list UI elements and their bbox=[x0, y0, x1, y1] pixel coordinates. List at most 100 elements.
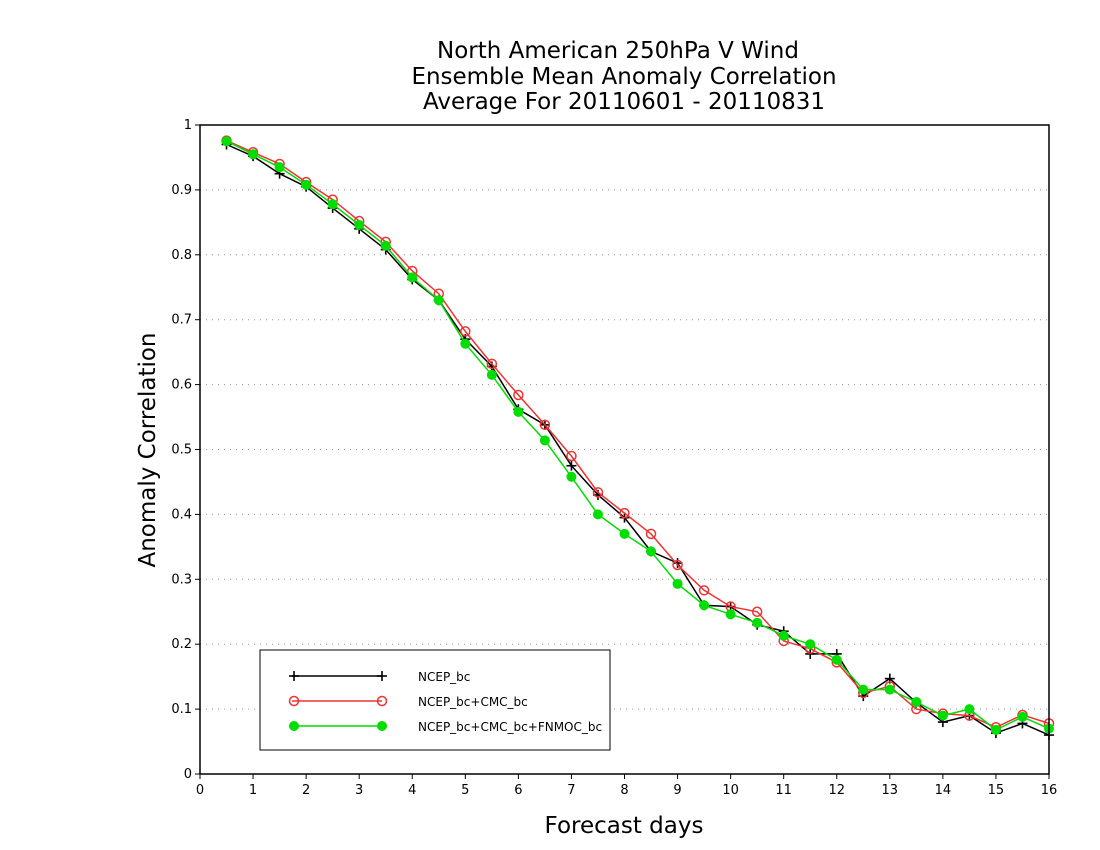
data-point bbox=[964, 704, 975, 715]
data-point bbox=[433, 295, 444, 306]
legend-marker bbox=[377, 721, 387, 731]
x-tick-label: 7 bbox=[567, 783, 575, 798]
data-point bbox=[221, 136, 232, 147]
legend-marker bbox=[377, 671, 387, 681]
x-tick-label: 5 bbox=[461, 783, 469, 798]
title-line-1: North American 250hPa V Wind bbox=[437, 38, 799, 64]
y-tick-label: 0.9 bbox=[171, 183, 192, 198]
data-point bbox=[486, 358, 498, 370]
series-3 bbox=[221, 136, 1054, 735]
data-point bbox=[751, 606, 763, 617]
data-point bbox=[831, 654, 842, 665]
x-axis-label: Forecast days bbox=[545, 813, 704, 839]
data-point bbox=[911, 696, 922, 707]
legend-box bbox=[259, 649, 611, 751]
legend-entry: NCEP_bc+CMC_bc+FNMOC_bc bbox=[289, 720, 602, 734]
x-tick-label: 1 bbox=[249, 783, 257, 798]
x-tick-label: 11 bbox=[775, 783, 792, 798]
data-point bbox=[672, 559, 683, 571]
y-axis-label: Anomaly Correlation bbox=[135, 332, 161, 567]
data-point bbox=[566, 450, 577, 462]
gridlines bbox=[200, 189, 1049, 710]
x-tick-label: 2 bbox=[302, 783, 310, 798]
data-point bbox=[937, 710, 948, 721]
data-point bbox=[460, 338, 471, 349]
data-point bbox=[539, 435, 550, 446]
y-tick-label: 0.7 bbox=[171, 313, 192, 328]
chart-title: North American 250hPa V Wind Ensemble Me… bbox=[411, 38, 836, 115]
x-tick-label: 8 bbox=[620, 783, 628, 798]
data-point bbox=[646, 546, 657, 557]
data-point bbox=[725, 609, 736, 620]
x-tick-label: 13 bbox=[882, 783, 899, 798]
data-point bbox=[301, 179, 312, 190]
data-point bbox=[566, 460, 577, 471]
y-tick-label: 0.1 bbox=[171, 702, 192, 717]
legend-label: NCEP_bc+CMC_bc+FNMOC_bc bbox=[418, 720, 602, 734]
data-point bbox=[752, 617, 763, 628]
data-point bbox=[592, 487, 604, 498]
data-point bbox=[619, 528, 630, 539]
data-point bbox=[460, 326, 471, 337]
x-tick-label: 10 bbox=[722, 783, 739, 798]
legend-entry: NCEP_bc+CMC_bc bbox=[288, 695, 528, 709]
data-point bbox=[672, 578, 683, 589]
series-line bbox=[226, 143, 1050, 736]
data-point bbox=[619, 507, 630, 519]
data-point bbox=[778, 630, 789, 641]
axis-ticks: 00.10.20.30.40.50.60.70.80.910 1 2 3 4 5 6 7 8 9 1… bbox=[171, 118, 1057, 798]
data-point bbox=[513, 389, 524, 401]
y-tick-label: 0.8 bbox=[171, 248, 192, 263]
y-tick-label: 0.3 bbox=[171, 572, 192, 587]
x-tick-label: 9 bbox=[673, 783, 681, 798]
x-tick-label: 4 bbox=[408, 783, 416, 798]
data-point bbox=[858, 684, 869, 695]
y-tick-label: 0 bbox=[184, 767, 192, 782]
legend-marker bbox=[376, 695, 388, 707]
data-point bbox=[805, 639, 816, 650]
data-point bbox=[274, 162, 285, 173]
data-point bbox=[354, 219, 365, 230]
data-point bbox=[486, 369, 497, 380]
y-tick-label: 0.5 bbox=[171, 443, 192, 458]
y-tick-label: 0.2 bbox=[171, 637, 192, 652]
legend-marker bbox=[289, 671, 299, 681]
series-2 bbox=[221, 135, 1055, 733]
legend-marker bbox=[289, 721, 299, 731]
series-line bbox=[226, 140, 1050, 731]
x-tick-label: 12 bbox=[828, 783, 845, 798]
data-point bbox=[884, 684, 895, 695]
series-layer bbox=[221, 135, 1055, 741]
y-tick-label: 1 bbox=[184, 118, 192, 133]
data-point bbox=[539, 419, 551, 431]
data-point bbox=[990, 724, 1001, 735]
data-point bbox=[380, 240, 391, 251]
data-point bbox=[513, 406, 524, 417]
data-point bbox=[327, 199, 338, 210]
title-line-2: Ensemble Mean Anomaly Correlation bbox=[411, 64, 836, 90]
legend-label: NCEP_bc+CMC_bc bbox=[418, 695, 528, 709]
legend-label: NCEP_bc bbox=[418, 670, 470, 684]
y-tick-label: 0.6 bbox=[171, 378, 192, 393]
legend: NCEP_bc NCEP_bc+CMC_bc NCEP_bc+CMC_bc+FNMO… bbox=[259, 649, 611, 751]
title-line-3: Average For 20110601 - 20110831 bbox=[423, 89, 825, 115]
x-tick-label: 0 bbox=[196, 783, 204, 798]
data-point bbox=[407, 272, 418, 283]
y-tick-label: 0.4 bbox=[171, 507, 192, 522]
x-tick-label: 6 bbox=[514, 783, 522, 798]
x-tick-label: 16 bbox=[1041, 783, 1058, 798]
data-point bbox=[672, 558, 683, 569]
legend-marker bbox=[288, 695, 300, 707]
x-tick-label: 3 bbox=[355, 783, 363, 798]
x-tick-label: 14 bbox=[935, 783, 952, 798]
data-point bbox=[1017, 711, 1028, 722]
data-point bbox=[592, 509, 603, 520]
data-point bbox=[248, 149, 259, 160]
x-tick-label: 15 bbox=[988, 783, 1005, 798]
legend-entry: NCEP_bc bbox=[289, 670, 470, 684]
data-point bbox=[699, 600, 710, 611]
data-point bbox=[698, 585, 710, 596]
data-point bbox=[566, 471, 577, 482]
series-line bbox=[226, 139, 1050, 729]
